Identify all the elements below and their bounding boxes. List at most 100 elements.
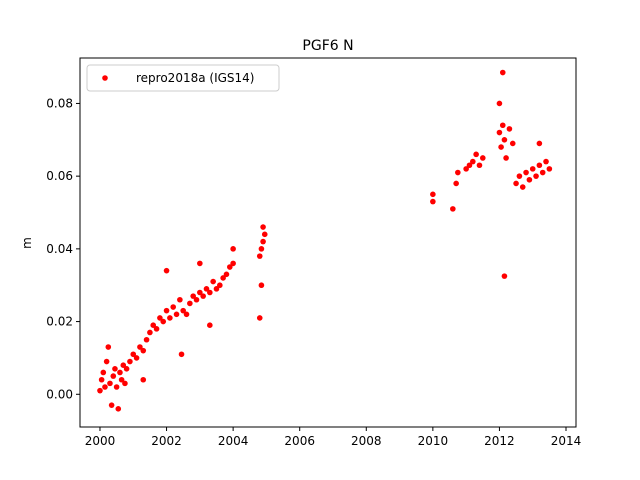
data-point [470,158,476,165]
data-point [113,384,120,390]
data-point [466,162,473,169]
data-point [133,355,140,361]
data-point [130,351,137,358]
data-point [533,173,539,179]
y-tick-label: 0.06 [46,169,73,183]
data-point [110,373,117,379]
data-point [115,406,122,412]
data-point [220,275,226,281]
data-point [256,253,263,259]
data-point [123,366,130,372]
data-point [523,169,529,176]
data-point [107,380,113,387]
x-tick-label: 2014 [551,434,582,448]
data-point [226,264,233,270]
points-layer [97,69,553,412]
data-point [180,307,186,314]
x-tick-label: 2010 [418,434,449,448]
x-tick-label: 2006 [284,434,315,448]
data-point [203,286,210,292]
data-point [260,238,266,245]
x-axis: 2000 2002 2004 2006 2008 2010 2012 2014 [85,427,582,448]
data-point [217,282,223,289]
data-point [450,206,456,212]
data-point [526,176,533,183]
data-point [150,322,157,329]
data-point [173,311,180,318]
data-point [501,136,508,143]
legend-label: repro2018a (IGS14) [136,71,254,85]
data-point [536,162,543,169]
data-point [197,260,203,267]
data-point [546,166,553,172]
data-point [223,271,230,278]
x-tick-label: 2012 [484,434,515,448]
data-point [536,140,543,147]
data-point [163,267,170,274]
data-point [509,140,516,147]
data-point [207,322,213,329]
data-point [137,344,143,350]
data-point [496,129,503,136]
data-point [453,180,459,187]
data-point [455,169,461,176]
y-axis: 0.00 0.02 0.04 0.06 0.08 [46,96,80,401]
data-point [430,191,436,198]
data-point [230,260,236,267]
data-point [501,273,508,279]
data-point [430,198,436,205]
data-point [117,369,123,376]
data-point [183,311,190,318]
data-point [519,184,526,190]
data-point [261,231,268,238]
data-point [516,173,523,179]
data-point [506,126,513,132]
legend: repro2018a (IGS14) [86,64,280,92]
legend-box [86,64,280,92]
data-point [539,169,546,176]
data-point [112,366,118,372]
data-point [207,289,213,296]
data-point [200,293,206,299]
data-point [256,315,263,321]
data-point [178,351,185,358]
data-point [153,326,160,332]
data-point [147,329,153,336]
data-point [473,151,479,158]
data-point [98,376,105,383]
y-tick-label: 0.00 [46,387,73,401]
data-point [463,166,469,172]
data-point [127,358,133,365]
data-point [213,286,220,292]
data-point [230,246,236,252]
data-point [499,122,506,129]
y-tick-label: 0.08 [46,96,73,110]
legend-marker [102,75,108,81]
data-point [177,296,183,303]
data-point [258,282,265,289]
data-point [503,155,509,161]
data-point [100,369,107,376]
data-point [103,358,110,365]
y-axis-label: m [20,237,34,249]
data-point [496,100,503,107]
data-point [140,376,147,383]
data-point [167,315,173,321]
plot-frame [79,57,577,428]
data-point [118,376,125,383]
data-point [476,162,483,169]
data-point [197,289,203,296]
x-tick-label: 2004 [218,434,249,448]
data-point [160,318,167,325]
data-point [187,300,193,307]
data-point [105,344,112,350]
data-point [190,293,196,299]
data-point [499,69,506,76]
data-point [543,158,549,165]
data-point [102,384,108,390]
x-tick-label: 2002 [151,434,182,448]
x-tick-label: 2000 [85,434,116,448]
data-point [122,380,128,387]
data-point [193,296,200,303]
